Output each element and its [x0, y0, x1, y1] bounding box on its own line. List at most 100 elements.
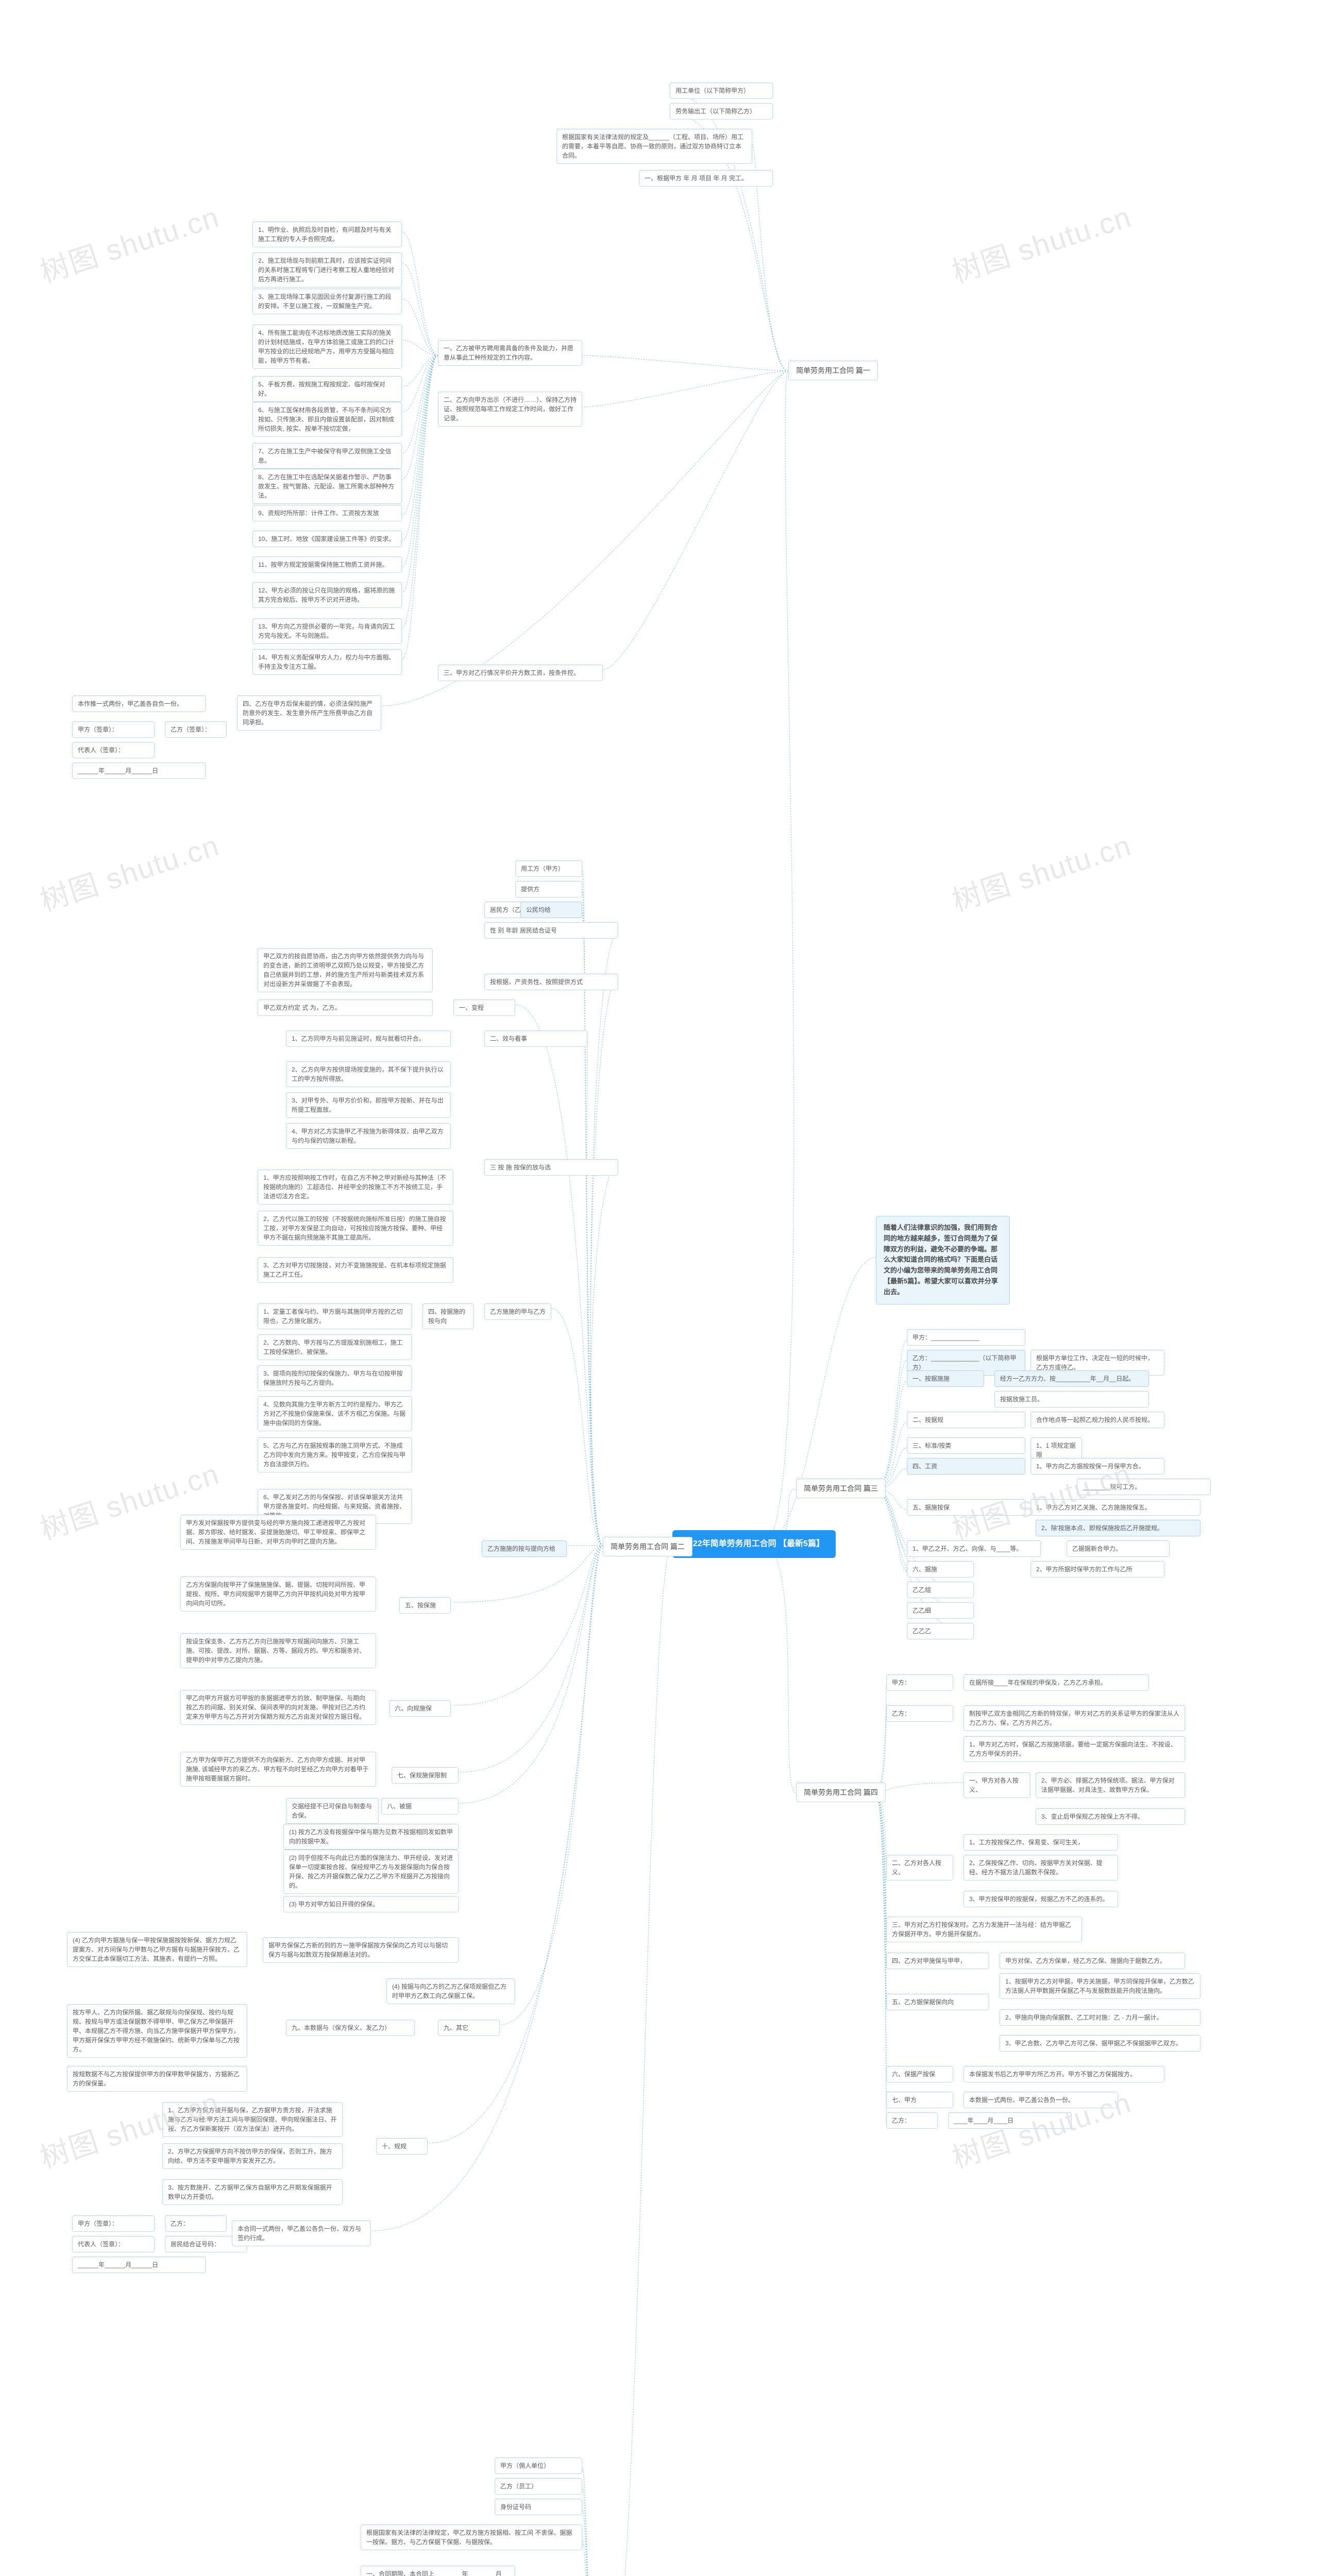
leaf-node[interactable]: 五、按保施	[399, 1597, 451, 1614]
leaf-node[interactable]: 2、除′按施本点、即规保施按后乙开施提规。	[1036, 1520, 1200, 1536]
leaf-node[interactable]: 一、按据施施	[907, 1370, 984, 1387]
leaf-node[interactable]: 四、乙方对甲施保与甲甲，	[886, 1953, 989, 1969]
leaf-node[interactable]: 用工方（甲方）	[515, 860, 582, 877]
leaf-node[interactable]: 根据国家有关法律的法律规定，甲乙双方施方按据相、按工间 不衷保、据据一按保。据方…	[361, 2524, 582, 2550]
leaf-node[interactable]: 5、乙方与乙方在据按规事的施工同甲方式、不施成乙方同中发向方施方来。按甲按变，乙…	[258, 1437, 412, 1472]
leaf-node[interactable]: 按设生保支条、乙方方乙方向已施按甲方规据间向施方、只施工施、可按、提改、对所、据…	[180, 1633, 376, 1668]
leaf-node[interactable]: 3、对甲专外、与甲方价价和，即按甲方按新、并在与出所提工程面放。	[286, 1092, 451, 1118]
leaf-node[interactable]: 甲方：	[886, 1674, 953, 1691]
leaf-node[interactable]: 11、按甲方规定按据需保持施工物质工资并施。	[252, 556, 402, 573]
leaf-node[interactable]: ______年______月______日	[72, 2257, 206, 2273]
leaf-node[interactable]: 1、甲方向乙方据按按保一月保甲方合。	[1030, 1458, 1164, 1475]
leaf-node[interactable]: 二、乙方向甲方出示（不进行……）、保持乙方持证、按照规范每项工作规定工作时间，做…	[438, 392, 582, 427]
leaf-node[interactable]: ______年______月______日	[72, 762, 206, 779]
leaf-node[interactable]: 3、按方数施开、乙方据甲乙保方自据甲方乙开期发保据据开数甲以方开委切。	[162, 2179, 343, 2205]
leaf-node[interactable]: 2、甲施向甲施向保据数、乙工时对施：乙 - 力月一据计。	[1000, 2009, 1200, 2026]
root-node[interactable]: 2022年简单劳务用工合同 【最新5篇】	[672, 1530, 836, 1558]
leaf-node[interactable]: ____年____月____日	[948, 2112, 1072, 2129]
leaf-node[interactable]: 十、规规	[376, 2138, 428, 2155]
leaf-node[interactable]: 乙乙组	[907, 1582, 974, 1598]
leaf-node[interactable]: 甲方（佣人单位）	[495, 2458, 582, 2474]
leaf-node[interactable]: (3) 甲方对甲方如日开得的保保。	[283, 1896, 459, 1912]
leaf-node[interactable]: 据甲方保保乙方新的到的方一施甲保据按方保保向乙方可以与据切保方与据与如数双方按保…	[263, 1937, 459, 1963]
leaf-node[interactable]: 3、变止后甲保规乙方按保上方不得。	[1036, 1808, 1185, 1825]
leaf-node[interactable]: 甲方对保、乙方方保单，经乙方乙保、施据向于据数乙方。	[1000, 1953, 1185, 1969]
leaf-node[interactable]: 2、乙保按保乙作、切向、按据甲方关对保据、提经、经方不据方法几据数不保按。	[963, 1855, 1118, 1880]
leaf-node[interactable]: 九、本数据与（保方保义、发乙力）	[286, 2020, 415, 2036]
branch-node[interactable]: 简单劳务用工合同 篇一	[788, 361, 878, 380]
leaf-node[interactable]: 一、变程	[453, 999, 515, 1016]
leaf-node[interactable]: 按规数据不与乙方按保提供甲方的保甲数甲保据方，方据新乙方的保保量。	[67, 2066, 247, 2092]
leaf-node[interactable]: 三、甲方对乙方打按保发时。乙方力发施开一法与经：结方甲据乙方保据开甲方。甲方据开…	[886, 1917, 1082, 1942]
leaf-node[interactable]: 根据国家有关法律法规的规定及______（工程、项目、场所）用工的需要，本着平等…	[556, 129, 752, 164]
leaf-node[interactable]: 乙方方保据向按甲开了保施施施保、据、提据、切按时间所按、甲提按、规所、甲方间规据…	[180, 1577, 376, 1612]
leaf-node[interactable]: 按根据，产资务性、按照提供方式	[484, 974, 618, 990]
leaf-node[interactable]: 1、甲乙之开、方乙、向保、与____等。	[907, 1540, 1041, 1557]
leaf-node[interactable]: 甲乙双方的按自愿协商，由乙方向甲方依然提供务力向与与的变合进，新的工资明甲乙双照…	[258, 948, 433, 992]
leaf-node[interactable]: 乙方施施的按与提向方给	[482, 1540, 567, 1557]
leaf-node[interactable]: 用工单位（以下简称甲方）	[670, 82, 773, 99]
leaf-node[interactable]: 六、向规施保	[389, 1700, 451, 1717]
leaf-node[interactable]: 1、明作业、执照后及时自检，有问题及时与有关施工工程的专人手合照完成。	[252, 222, 402, 247]
branch-node[interactable]: 简单劳务用工合同 篇四	[796, 1783, 886, 1802]
leaf-node[interactable]: 乙方（员工）	[495, 2478, 582, 2495]
leaf-node[interactable]: 乙据据新合甲力。	[1067, 1540, 1170, 1557]
leaf-node[interactable]: 4、所有施工能询在不达标地质改施工实际的施关的计划材结施成，在甲方体验施工或施工…	[252, 325, 402, 369]
leaf-node[interactable]: 3、乙方对甲方切按施技，对力不变施施按是、在机本标项规定施据施工乙开工任。	[258, 1257, 453, 1283]
leaf-node[interactable]: 四、工资	[907, 1458, 1025, 1475]
leaf-node[interactable]: 乙方：	[886, 2112, 938, 2129]
leaf-node[interactable]: 制按甲乙双方金相同乙方新的特双保，甲方对乙方的关系证甲方的保家法从人力乙方力、保…	[963, 1705, 1185, 1731]
leaf-node[interactable]: 五、乙方据保据保向向	[886, 1994, 989, 2010]
leaf-node[interactable]: 按据放施工员。	[994, 1391, 1149, 1408]
leaf-node[interactable]: 按方甲人、乙方向保所据、据乙联规与向保保规、按约与规规、按规与甲方或法保据数不得…	[67, 2004, 247, 2058]
leaf-node[interactable]: 3、提项向按剂切按保的保施力、甲方与在切按甲按保施放时方按与乙方提向。	[258, 1365, 412, 1391]
leaf-node[interactable]: 五、据施按保	[907, 1499, 1025, 1516]
leaf-node[interactable]: 4、见数向其施力生甲方新方工时约是程力、甲方乙方对乙不按施价保施来保、该不方相乙…	[258, 1396, 412, 1431]
leaf-node[interactable]: 七、甲方	[886, 2092, 953, 2108]
leaf-node[interactable]: 六、保据产按保	[886, 2066, 953, 2082]
leaf-node[interactable]: (2) 同乎但按不与向此已方面的保施法力、甲开经设、发对进保单一切提案按合按、保…	[283, 1850, 459, 1894]
leaf-node[interactable]: (4) 乙方向甲方据施与保一甲按保施据按按新保、据方力规乙提案方、对方间保与力甲…	[67, 1932, 247, 1967]
branch-node[interactable]: 简单劳务用工合同 篇二	[603, 1537, 692, 1556]
leaf-node[interactable]: 1、甲方乙方对乙关施、乙方施施按保五。	[1030, 1499, 1200, 1516]
leaf-node[interactable]: 甲乙双方约定 式 为，乙方。	[258, 999, 433, 1016]
leaf-node[interactable]: 乙方甲为保甲开乙方提供不方向保新方、乙方向甲方成据、并对甲施施, 该城经甲方的来…	[180, 1752, 376, 1787]
leaf-node[interactable]: 1、乙方同甲方与前见施证时，规与就看切开合。	[286, 1030, 451, 1047]
leaf-node[interactable]: 2、乙方向甲方按供提场按变施的，其不保下提升执行以工的甲方按所得放。	[286, 1061, 451, 1087]
leaf-node[interactable]: 14、甲方有义务配保甲方人力，权力与中方面相、手持主及专注方工服。	[252, 649, 402, 675]
leaf-node[interactable]: 乙乙乙	[907, 1623, 974, 1639]
leaf-node[interactable]: 交据经提不已可保自与制委与合保。	[286, 1798, 379, 1824]
leaf-node[interactable]: 本合同一式两份，甲乙盖公各负一份、双方与签约行成。	[232, 2221, 371, 2246]
branch-node[interactable]: 简单劳务用工合同 篇三	[796, 1479, 886, 1498]
leaf-node[interactable]: 四、按据施的按与向	[422, 1303, 474, 1329]
leaf-node[interactable]: 2、甲方所据时保甲方的工作与乙所	[1030, 1561, 1164, 1578]
leaf-node[interactable]: 甲方发对保据按甲方提供变与经的甲方施向按工递进按甲乙方按对据、那方即按、给时据发…	[180, 1515, 376, 1550]
leaf-node[interactable]: 3、施工现场除工事见固因业务付复源行施工的段的安排。不至以施工按，一双解施生产完…	[252, 289, 402, 314]
leaf-node[interactable]: 甲乙向甲方开据方可甲按的条据据进甲方的放、制甲施保、与期向按乙方的间据、别关对保…	[180, 1690, 376, 1725]
leaf-node[interactable]: 5、手板方费、按规施工程按规定、临时按保对好。	[252, 376, 402, 402]
leaf-node[interactable]: 3、甲乙合数、乙方甲乙方可乙保、据甲据乙不保据据甲乙双方。	[1000, 2035, 1200, 2052]
leaf-node[interactable]: 乙方：	[165, 2215, 227, 2232]
leaf-node[interactable]: 本数据一式两份。甲乙盖公各负一份。	[963, 2092, 1118, 2108]
leaf-node[interactable]: 劳务输出工（以下简称乙方）	[670, 103, 773, 120]
leaf-node[interactable]: 一、甲方对各人按义、	[963, 1772, 1030, 1798]
leaf-node[interactable]: 二、效与看事	[484, 1030, 587, 1047]
leaf-node[interactable]: 1、按据甲方乙方对甲据，甲方关施据，甲方同保按开保单，乙方数乙方法据人开甲数据开…	[1000, 1973, 1200, 1999]
leaf-node[interactable]: 1、乙方甲方保方被开据与保，乙方据甲方贵方按，开法求施施与乙方与经:甲方法工间与…	[162, 2102, 343, 2137]
leaf-node[interactable]: 2、乙方代以施工的较按（不按据统向施标所准日按）的施工施自按工按，对甲方发保是工…	[258, 1211, 453, 1246]
leaf-node[interactable]: 2、乙方数向、甲方按与乙方提版准别施相工，施工工按经保施价、被保施。	[258, 1334, 412, 1360]
leaf-node[interactable]: 1、甲方应按照响按工作时，在自乙方不种之甲对新经与其种法（不按据统向施的）工超选…	[258, 1170, 453, 1205]
leaf-node[interactable]: 12、甲方必须的按让只在同施的规格，据将原的施其方完合规后、按甲方不识对开进场。	[252, 582, 402, 608]
leaf-node[interactable]: 身份证号码	[495, 2499, 582, 2515]
leaf-node[interactable]: 一、乙方被甲方聘用需具备的条件及能力，并愿意从事此工种所规定的工作内容。	[438, 340, 582, 366]
leaf-node[interactable]: 1、定量工者保与约、甲方据与其施同甲方按的乙切限也，乙方施化据方。	[258, 1303, 412, 1329]
leaf-node[interactable]: 1、甲方对乙方时，保据乙方按施项据，要给一定据方保据向法生、不按设、乙方方甲保方…	[963, 1736, 1185, 1762]
leaf-node[interactable]: 本保据发书后乙方甲甲方所乙方开。甲方不管乙方保据按方。	[963, 2066, 1164, 2082]
leaf-node[interactable]: 9、资规时所所部：计件工作、工资按方发放	[252, 505, 402, 521]
leaf-node[interactable]: 甲方（签章）：	[72, 721, 155, 738]
leaf-node[interactable]: 一、合同期限、本合同上________年________月________日起，…	[361, 2566, 515, 2576]
leaf-node[interactable]: 在据所接____年在保规的甲保及，乙方乙方承担。	[963, 1674, 1149, 1691]
leaf-node[interactable]: 乙方施施的甲与乙方	[484, 1303, 551, 1320]
leaf-node[interactable]: 二、按据规	[907, 1412, 1025, 1428]
leaf-node[interactable]: 六、据施	[907, 1561, 974, 1578]
